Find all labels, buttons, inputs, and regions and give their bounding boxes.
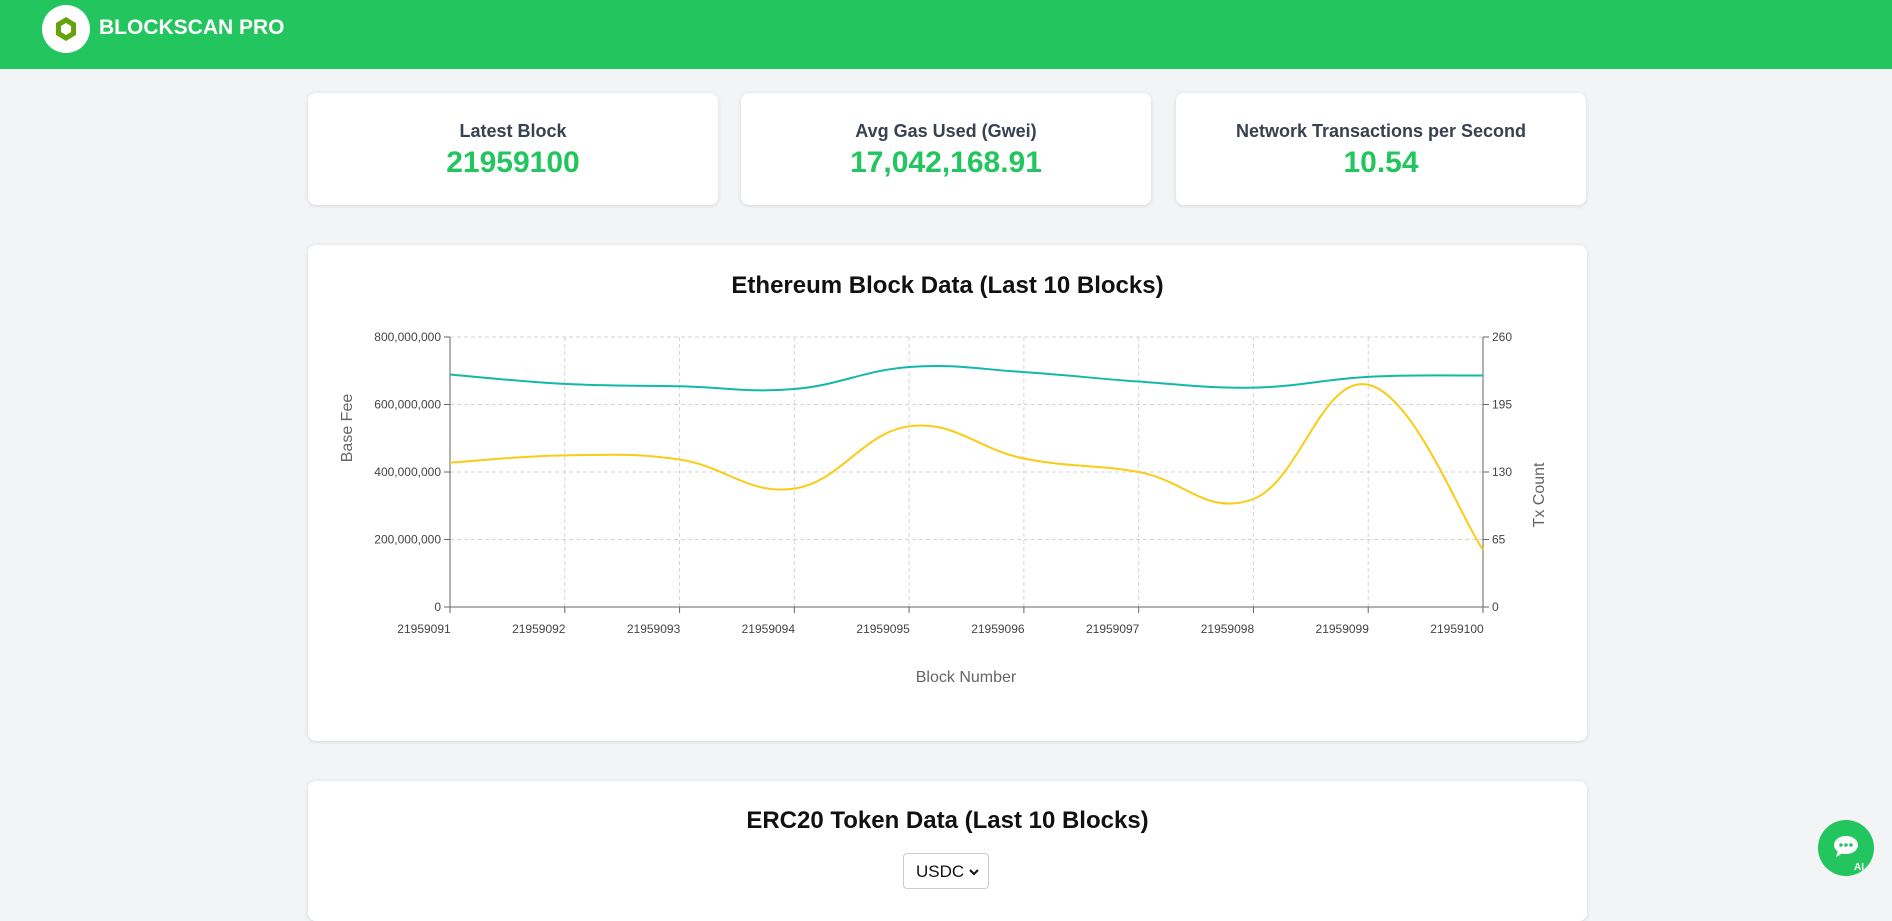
chart-card: Ethereum Block Data (Last 10 Blocks)	[308, 245, 1587, 741]
y2-tick-label: 0	[1492, 600, 1499, 614]
y2-tick-label: 260	[1492, 330, 1512, 344]
stat-label: Network Transactions per Second	[1235, 121, 1527, 141]
series-line	[449, 365, 1484, 392]
y2-tick-label: 130	[1492, 465, 1512, 479]
series-line	[449, 383, 1484, 551]
svg-text:AI: AI	[1854, 862, 1864, 873]
y2-tick-label: 65	[1492, 533, 1506, 547]
x-tick-label: 21959096	[971, 622, 1025, 636]
stat-value: 17,042,168.91	[850, 146, 1042, 179]
chart: 0 200,000,000 400,000,000 600,000,000 800,00…	[339, 330, 1548, 686]
y-tick-label: 200,000,000	[374, 533, 441, 547]
x-tick-label: 21959093	[627, 622, 681, 636]
select-value: USDC	[916, 862, 965, 881]
x-tick-label: 21959092	[512, 622, 566, 636]
y2-tick-label: 195	[1492, 398, 1512, 412]
stat-value: 10.54	[1343, 146, 1419, 179]
token-select[interactable]: USDC	[903, 853, 989, 889]
y-tick-label: 400,000,000	[374, 465, 441, 479]
y-tick-label: 0	[434, 600, 441, 614]
select-arrow	[969, 869, 979, 876]
y2-axis-title: Tx Count	[1531, 462, 1548, 527]
header: BLOCKSCAN PRO	[0, 0, 1892, 69]
token-title: ERC20 Token Data (Last 10 Blocks)	[746, 807, 1149, 834]
x-tick-label: 21959100	[1430, 622, 1484, 636]
y-axis-title: Base Fee	[339, 394, 356, 463]
stat-label: Avg Gas Used (Gwei)	[855, 121, 1037, 141]
x-tick-label: 21959099	[1316, 622, 1370, 636]
token-card: ERC20 Token Data (Last 10 Blocks)	[308, 781, 1587, 921]
stat-card: Avg Gas Used (Gwei) 17,042,168.91	[741, 93, 1151, 205]
x-axis-title: Block Number	[916, 669, 1017, 686]
chart-title: Ethereum Block Data (Last 10 Blocks)	[731, 272, 1164, 299]
stat-card: Network Transactions per Second 10.54	[1176, 93, 1586, 205]
stat-label: Latest Block	[459, 121, 567, 141]
x-tick-label: 21959094	[742, 622, 796, 636]
x-tick-label: 21959098	[1201, 622, 1255, 636]
chat-icon: AI	[1834, 836, 1864, 873]
y-tick-label: 600,000,000	[374, 398, 441, 412]
chat-button[interactable]: AI	[1818, 820, 1874, 876]
x-tick-label: 21959097	[1086, 622, 1140, 636]
stat-card: Latest Block 21959100	[308, 93, 718, 205]
x-tick-label: 21959095	[856, 622, 910, 636]
brand[interactable]: BLOCKSCAN PRO	[99, 16, 285, 39]
y-tick-label: 800,000,000	[374, 330, 441, 344]
logo[interactable]	[42, 5, 90, 53]
x-tick-label: 21959091	[397, 622, 451, 636]
stat-value: 21959100	[446, 146, 580, 179]
